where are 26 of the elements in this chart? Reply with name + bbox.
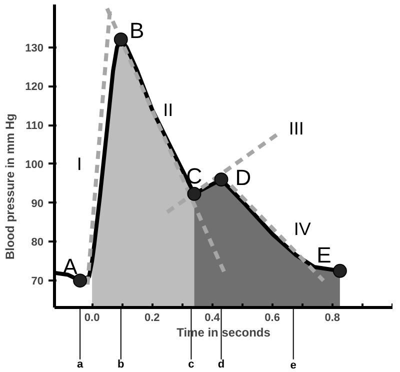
ref-line-label: b xyxy=(118,358,125,370)
y-tick-label: 100 xyxy=(25,158,44,171)
x-tick-label: 0.0 xyxy=(84,312,100,324)
x-tick-label: 0.8 xyxy=(324,312,340,324)
ref-line-label: d xyxy=(218,358,225,370)
y-tick-label: 130 xyxy=(25,42,44,54)
annotation: A xyxy=(62,254,78,280)
annotation: II xyxy=(163,100,174,120)
x-tick-label: 0.2 xyxy=(144,312,160,324)
ref-line-label: c xyxy=(188,358,194,370)
annotation: IV xyxy=(294,218,311,239)
x-tick-label: 0.4 xyxy=(204,312,221,324)
y-tick-label: 90 xyxy=(31,198,44,210)
ref-line-label: a xyxy=(76,358,84,370)
annotation: I xyxy=(76,154,82,174)
annotation: D xyxy=(235,165,252,190)
y-tick-label: 110 xyxy=(26,120,44,132)
y-tick-label: 70 xyxy=(31,276,44,288)
y-tick-label: 120 xyxy=(25,81,44,94)
annotation: III xyxy=(288,118,304,139)
ref-line-label: e xyxy=(290,359,296,372)
y-tick-label: 80 xyxy=(31,236,44,249)
y-axis-title: Blood pressure in mm Hg xyxy=(3,113,18,260)
x-tick-label: 0.6 xyxy=(264,312,280,324)
annotation: E xyxy=(316,242,332,268)
annotation: B xyxy=(130,18,144,43)
